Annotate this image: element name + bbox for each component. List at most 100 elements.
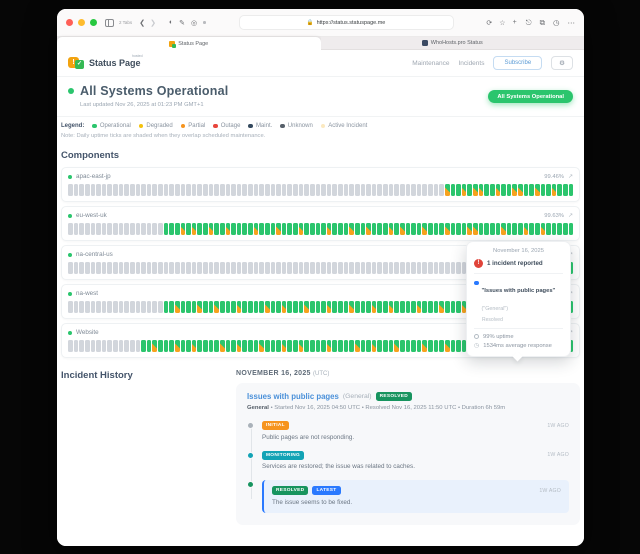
uptime-tick[interactable] <box>90 262 96 274</box>
uptime-tick[interactable] <box>101 340 107 352</box>
uptime-tick[interactable] <box>315 301 321 313</box>
uptime-tick[interactable] <box>107 301 112 313</box>
uptime-tick[interactable] <box>439 301 444 313</box>
uptime-tick[interactable] <box>321 262 326 274</box>
uptime-tick[interactable] <box>422 184 427 196</box>
uptime-tick[interactable] <box>73 223 79 235</box>
uptime-tick[interactable] <box>281 184 287 196</box>
uptime-tick[interactable] <box>501 223 506 235</box>
uptime-tick[interactable] <box>287 184 292 196</box>
uptime-tick[interactable] <box>343 223 349 235</box>
uptime-tick[interactable] <box>264 301 270 313</box>
uptime-tick[interactable] <box>73 262 79 274</box>
uptime-tick[interactable] <box>141 301 146 313</box>
uptime-tick[interactable] <box>191 223 197 235</box>
uptime-tick[interactable] <box>478 223 484 235</box>
uptime-tick[interactable] <box>203 184 208 196</box>
uptime-tick[interactable] <box>96 184 101 196</box>
uptime-tick[interactable] <box>416 262 422 274</box>
uptime-tick[interactable] <box>428 184 433 196</box>
uptime-tick[interactable] <box>422 301 427 313</box>
downloads-icon[interactable]: ◷ <box>552 18 560 27</box>
uptime-tick[interactable] <box>489 184 495 196</box>
target-extension-icon[interactable]: ◎ <box>191 19 198 27</box>
uptime-tick[interactable] <box>129 301 135 313</box>
uptime-tick[interactable] <box>118 184 124 196</box>
uptime-tick[interactable] <box>512 223 517 235</box>
uptime-tick[interactable] <box>197 262 202 274</box>
uptime-tick[interactable] <box>422 340 427 352</box>
uptime-tick[interactable] <box>321 301 326 313</box>
uptime-tick[interactable] <box>180 301 186 313</box>
uptime-tick[interactable] <box>270 262 276 274</box>
uptime-tick[interactable] <box>236 301 242 313</box>
uptime-tick[interactable] <box>416 184 422 196</box>
uptime-tick[interactable] <box>332 262 337 274</box>
uptime-tick[interactable] <box>551 184 557 196</box>
uptime-tick[interactable] <box>186 223 191 235</box>
uptime-tick[interactable] <box>568 184 574 196</box>
tab-whohosts[interactable]: WhoHosts.pro Status <box>320 37 584 50</box>
uptime-tick[interactable] <box>360 262 366 274</box>
uptime-tick[interactable] <box>158 340 163 352</box>
uptime-tick[interactable] <box>439 340 444 352</box>
uptime-tick[interactable] <box>450 340 456 352</box>
uptime-tick[interactable] <box>208 262 214 274</box>
uptime-tick[interactable] <box>90 184 96 196</box>
uptime-tick[interactable] <box>360 223 366 235</box>
uptime-tick[interactable] <box>461 301 467 313</box>
uptime-tick[interactable] <box>141 223 146 235</box>
uptime-tick[interactable] <box>264 223 270 235</box>
reader-icon[interactable]: ◐ <box>168 19 174 26</box>
uptime-tick[interactable] <box>287 301 292 313</box>
uptime-tick[interactable] <box>248 223 253 235</box>
uptime-tick[interactable] <box>129 262 135 274</box>
uptime-tick[interactable] <box>264 340 270 352</box>
uptime-tick[interactable] <box>281 262 287 274</box>
uptime-tick[interactable] <box>371 184 377 196</box>
uptime-tick[interactable] <box>349 301 354 313</box>
uptime-tick[interactable] <box>219 262 225 274</box>
uptime-tick[interactable] <box>219 301 225 313</box>
uptime-tick[interactable] <box>248 340 253 352</box>
uptime-tick[interactable] <box>118 223 124 235</box>
uptime-tick[interactable] <box>68 301 73 313</box>
uptime-tick[interactable] <box>298 223 304 235</box>
uptime-tick[interactable] <box>163 223 169 235</box>
uptime-tick[interactable] <box>534 223 540 235</box>
uptime-tick[interactable] <box>259 340 264 352</box>
uptime-tick[interactable] <box>270 223 276 235</box>
uptime-tick[interactable] <box>349 262 354 274</box>
uptime-tick[interactable] <box>349 184 354 196</box>
uptime-tick[interactable] <box>484 184 489 196</box>
uptime-tick[interactable] <box>433 223 439 235</box>
uptime-tick[interactable] <box>287 223 292 235</box>
uptime-tick[interactable] <box>360 340 366 352</box>
uptime-tick[interactable] <box>124 223 129 235</box>
uptime-tick[interactable] <box>349 340 354 352</box>
uptime-tick[interactable] <box>354 262 360 274</box>
uptime-tick[interactable] <box>208 223 214 235</box>
uptime-tick[interactable] <box>236 184 242 196</box>
uptime-tick[interactable] <box>315 340 321 352</box>
uptime-tick[interactable] <box>186 301 191 313</box>
uptime-tick[interactable] <box>163 340 169 352</box>
uptime-tick[interactable] <box>68 184 73 196</box>
uptime-tick[interactable] <box>377 223 382 235</box>
uptime-tick[interactable] <box>349 223 354 235</box>
uptime-tick[interactable] <box>371 340 377 352</box>
uptime-tick[interactable] <box>371 301 377 313</box>
uptime-tick[interactable] <box>107 340 112 352</box>
uptime-tick[interactable] <box>124 184 129 196</box>
uptime-tick[interactable] <box>253 223 259 235</box>
uptime-tick[interactable] <box>416 340 422 352</box>
uptime-tick[interactable] <box>259 223 264 235</box>
uptime-tick[interactable] <box>354 184 360 196</box>
uptime-tick[interactable] <box>338 301 343 313</box>
uptime-tick[interactable] <box>326 301 332 313</box>
uptime-tick[interactable] <box>253 184 259 196</box>
uptime-tick[interactable] <box>315 262 321 274</box>
nav-maintenance-link[interactable]: Maintenance <box>412 59 450 67</box>
uptime-tick[interactable] <box>439 262 444 274</box>
uptime-tick[interactable] <box>293 223 298 235</box>
